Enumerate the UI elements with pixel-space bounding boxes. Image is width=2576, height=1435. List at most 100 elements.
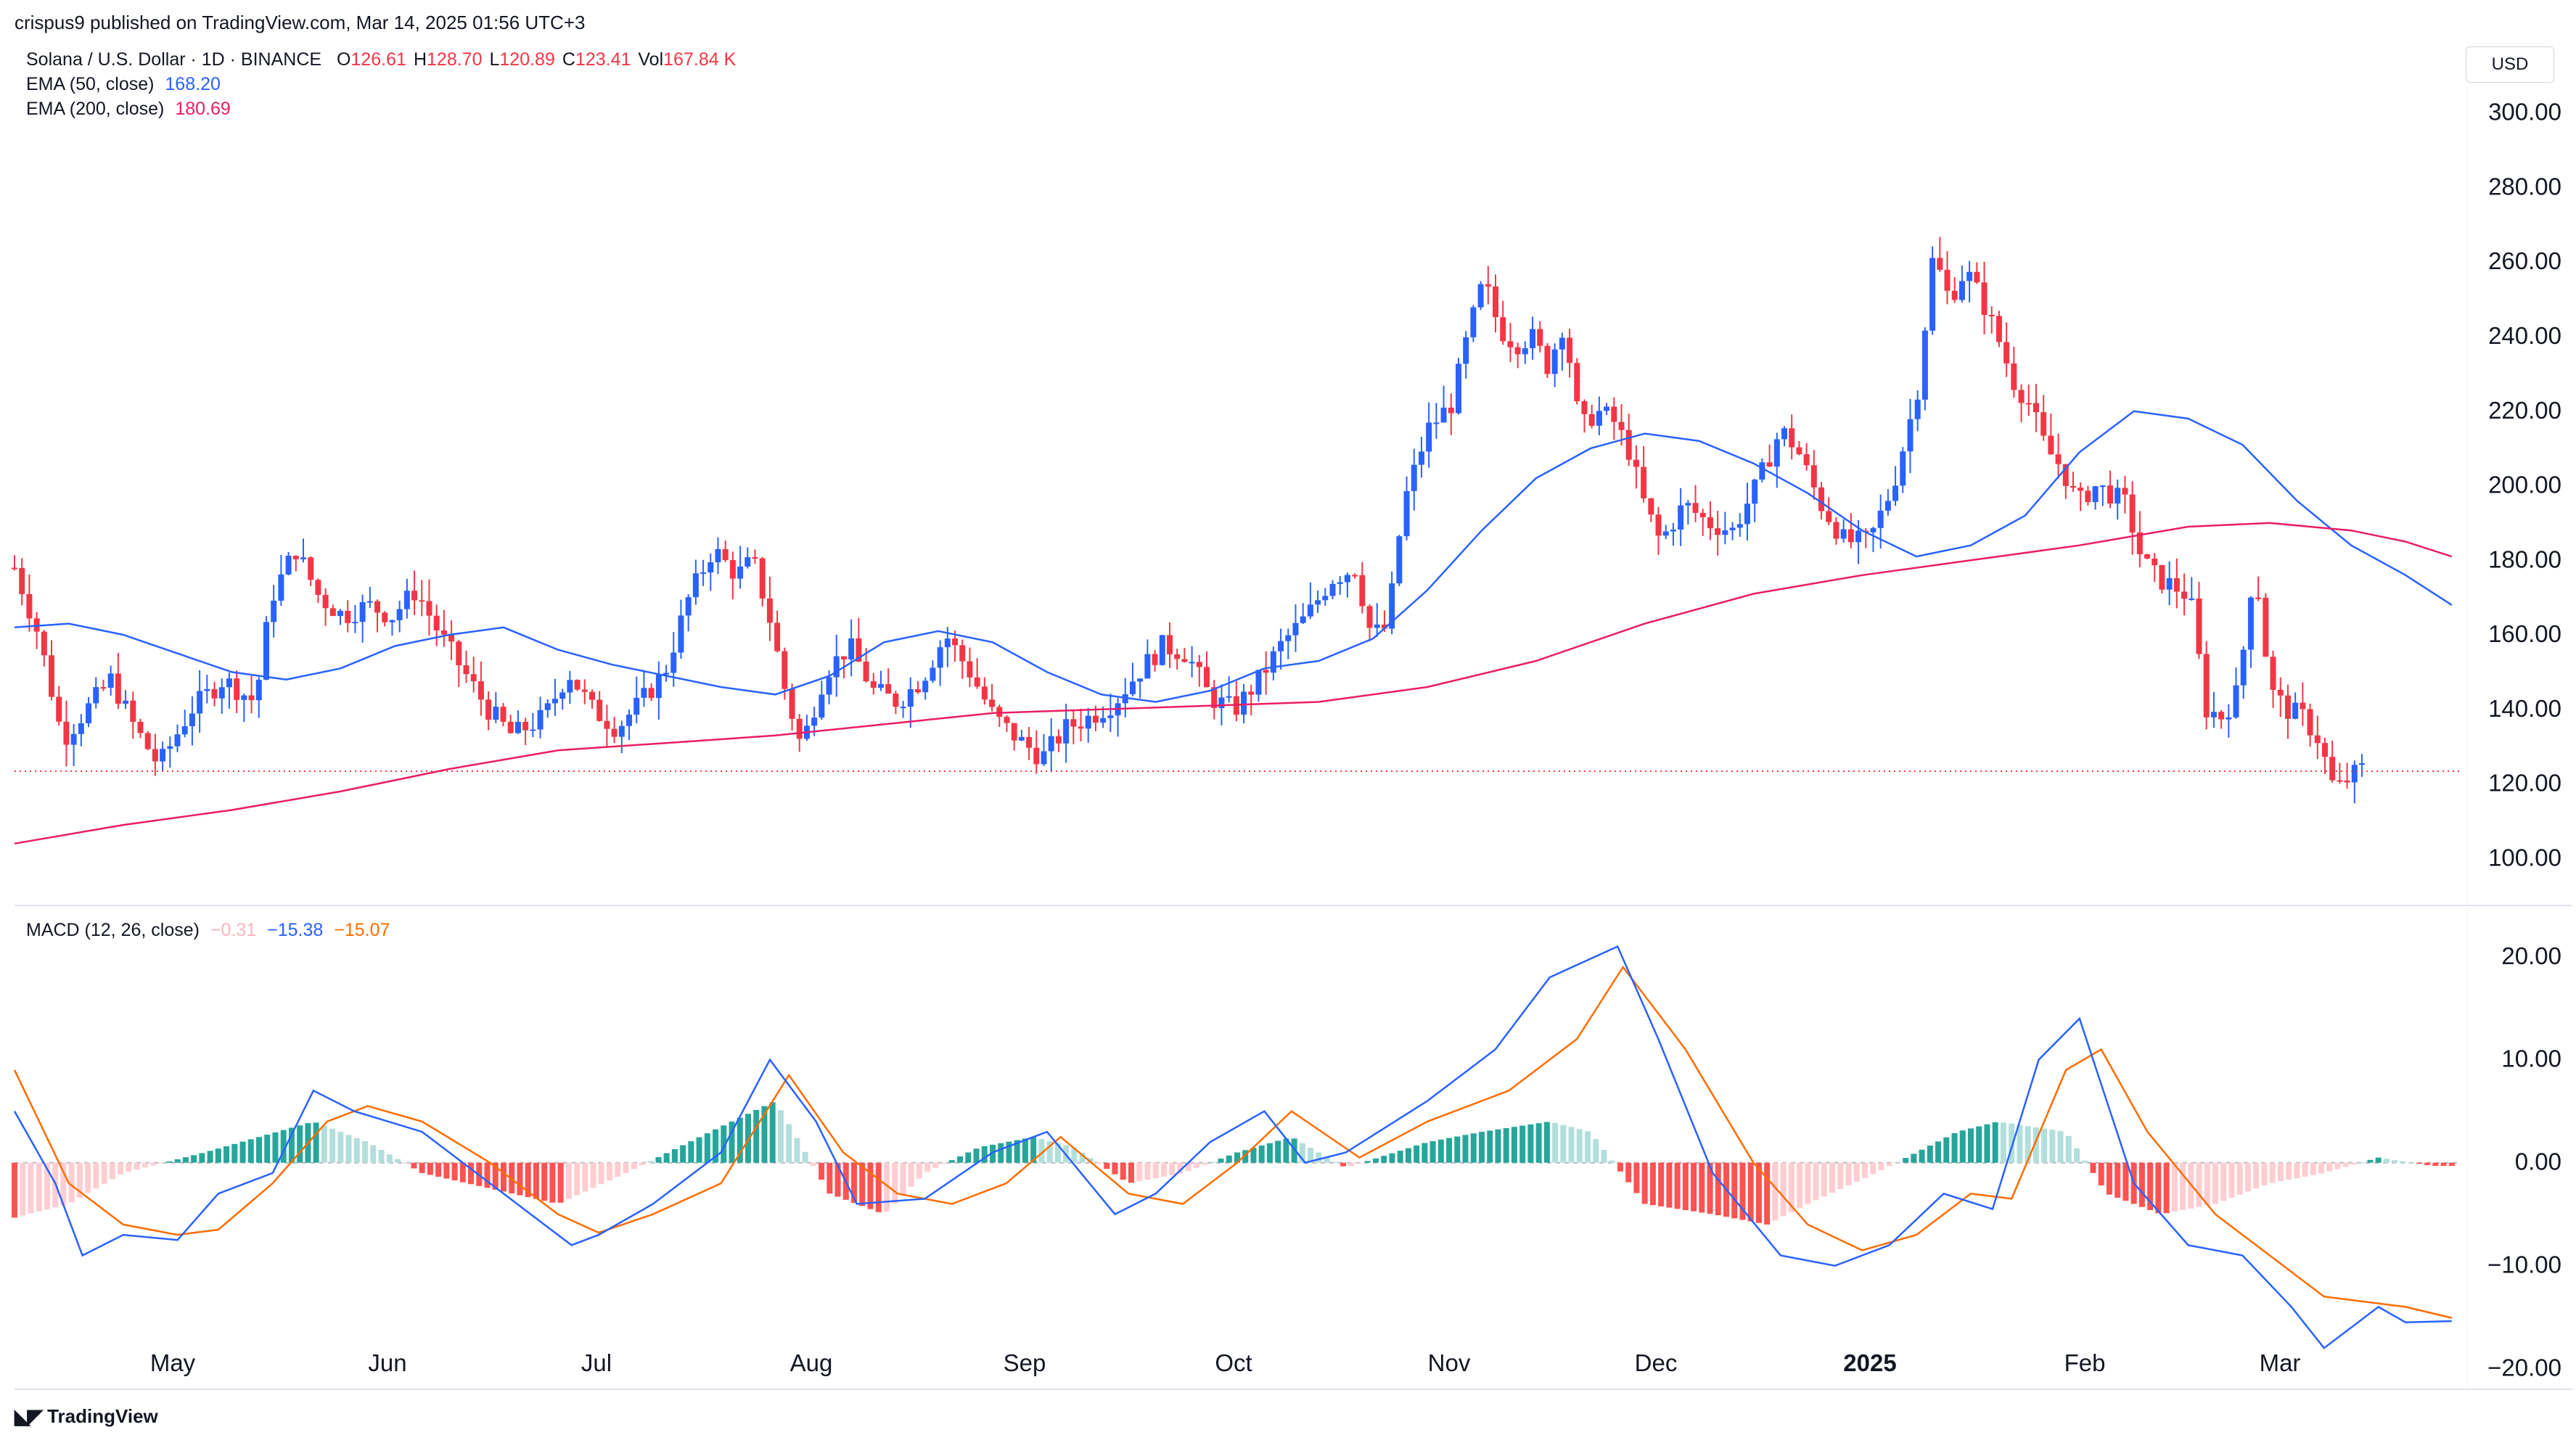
candle-up <box>271 600 277 622</box>
histogram-bar <box>1177 1162 1184 1174</box>
candle-up <box>737 566 744 579</box>
histogram-bar <box>663 1153 670 1163</box>
candle-up <box>1292 622 1299 636</box>
ema200-legend[interactable]: EMA (200, close) 180.69 <box>26 99 231 120</box>
candle-up <box>937 647 943 668</box>
histogram-bar <box>2074 1148 2080 1163</box>
macd-legend[interactable]: MACD (12, 26, close) −0.31 −15.38 −15.07 <box>26 920 390 941</box>
histogram-bar <box>981 1146 988 1163</box>
candle-up <box>663 673 670 675</box>
candle-down <box>2307 709 2313 736</box>
histogram-bar <box>623 1162 629 1173</box>
histogram-bar <box>264 1135 271 1163</box>
candle-up <box>1900 451 1906 486</box>
candle-up <box>366 601 373 603</box>
candle-down <box>752 557 758 559</box>
candle-down <box>329 608 336 617</box>
tradingview-logo[interactable]: ◣◤ TradingView <box>15 1405 158 1428</box>
histogram-bar <box>2432 1162 2439 1167</box>
histogram-bar <box>118 1162 124 1175</box>
histogram-bar <box>1601 1149 1607 1163</box>
symbol-legend[interactable]: Solana / U.S. Dollar · 1D · BINANCE O126… <box>26 49 736 70</box>
histogram-bar <box>1976 1126 1982 1163</box>
candle-up <box>1559 337 1565 350</box>
candle-up <box>1241 691 1247 715</box>
candle-up <box>811 718 818 726</box>
histogram-bar <box>1006 1141 1012 1163</box>
histogram-bar <box>1861 1162 1868 1178</box>
macd-line <box>13 945 2452 1349</box>
candle-down <box>996 707 1003 718</box>
histogram-bar <box>957 1156 964 1163</box>
histogram-bar <box>2180 1162 2186 1210</box>
histogram-bar <box>647 1161 654 1163</box>
histogram-bar <box>851 1162 858 1204</box>
candle-down <box>1055 736 1062 744</box>
histogram-bar <box>20 1162 26 1216</box>
candle-down <box>522 721 529 731</box>
histogram-bar <box>337 1132 344 1163</box>
candle-down <box>959 645 966 662</box>
currency-button[interactable]: USD <box>2466 46 2554 83</box>
histogram-bar <box>2416 1162 2422 1164</box>
candle-down <box>1847 529 1854 543</box>
histogram-bar <box>182 1157 189 1163</box>
candle-up <box>1159 635 1165 665</box>
candle-down <box>1818 487 1825 511</box>
macd-tick-label: 10.00 <box>2501 1045 2561 1072</box>
candle-up <box>2247 597 2254 650</box>
candle-down <box>2077 488 2084 491</box>
candle-down <box>2085 490 2091 503</box>
histogram-bar <box>859 1162 866 1206</box>
candle-down <box>2159 565 2165 590</box>
candle-down <box>915 688 922 693</box>
histogram-bar <box>680 1145 686 1163</box>
candle-up <box>1085 715 1091 729</box>
candle-up <box>670 652 677 673</box>
histogram-bar <box>1674 1162 1681 1209</box>
histogram-bar <box>2196 1162 2202 1207</box>
candle-up <box>1329 583 1336 596</box>
time-tick-label: May <box>150 1349 196 1376</box>
candle-down <box>759 558 766 599</box>
histogram-bar <box>321 1125 327 1163</box>
histogram-bar <box>1576 1129 1583 1163</box>
candle-up <box>107 673 114 688</box>
histogram-bar <box>1202 1162 1208 1165</box>
histogram-bar <box>2041 1128 2048 1163</box>
candle-down <box>648 688 655 699</box>
histogram-bar <box>1389 1153 1395 1163</box>
histogram-bar <box>2302 1162 2308 1177</box>
macd-hist-value: −0.31 <box>210 920 257 940</box>
histogram-bar <box>2310 1162 2316 1175</box>
candle-up <box>160 749 166 762</box>
candle-down <box>56 696 62 722</box>
candle-down <box>2003 342 2010 363</box>
histogram-bar <box>191 1155 197 1163</box>
candle-down <box>419 600 425 602</box>
histogram-bar <box>2424 1162 2431 1165</box>
histogram-bar <box>1731 1162 1738 1219</box>
histogram-bar <box>2383 1159 2390 1163</box>
candle-up <box>1773 439 1780 467</box>
candle-up <box>1107 715 1114 718</box>
candle-down <box>115 673 121 704</box>
candle-up <box>1018 736 1025 741</box>
histogram-bar <box>639 1162 645 1165</box>
candle-down <box>49 655 55 697</box>
candle-down <box>1507 341 1514 348</box>
histogram-bar <box>1071 1147 1078 1163</box>
histogram-bar <box>2334 1162 2341 1169</box>
candle-down <box>2277 689 2284 696</box>
candle-down <box>477 681 484 700</box>
histogram-bar <box>1666 1162 1673 1208</box>
histogram-bar <box>247 1139 254 1163</box>
ohlc-key: L <box>489 49 500 70</box>
candle-up <box>1914 399 1921 419</box>
time-tick-label: Sep <box>1004 1349 1046 1376</box>
candle-down <box>1026 736 1033 748</box>
histogram-bar <box>1560 1124 1567 1163</box>
ema50-legend[interactable]: EMA (50, close) 168.20 <box>26 74 221 95</box>
candle-up <box>1322 596 1329 601</box>
